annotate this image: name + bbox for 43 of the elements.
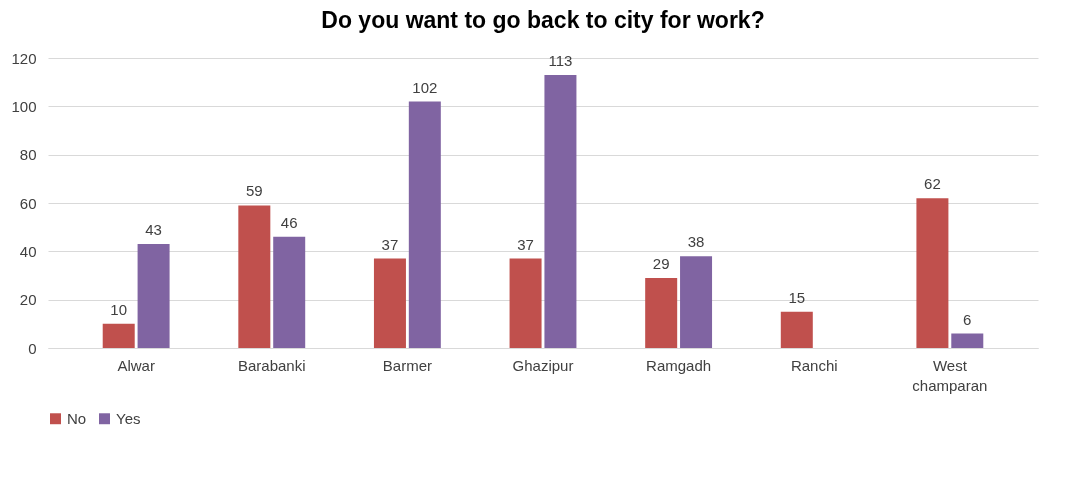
data-label: 6 <box>963 310 972 328</box>
y-tick-label: 20 <box>19 291 37 309</box>
legend-label: No <box>67 409 87 427</box>
x-tick-label: Barmer <box>382 356 432 374</box>
bar <box>509 258 542 348</box>
data-label: 15 <box>788 288 806 306</box>
x-tick-label: Ramgadh <box>646 356 712 374</box>
x-tick-label: Barabanki <box>237 356 306 374</box>
y-tick-label: 60 <box>19 194 37 212</box>
data-label: 29 <box>652 254 670 272</box>
data-label: 102 <box>412 78 438 96</box>
bar <box>273 236 306 348</box>
data-label: 43 <box>145 221 162 239</box>
data-label: 113 <box>548 51 573 69</box>
y-tick-label: 100 <box>11 97 37 115</box>
data-label: 38 <box>687 233 705 251</box>
chart-title: Do you want to go back to city for work? <box>321 7 765 33</box>
x-tick-label: Ranchi <box>790 356 838 374</box>
y-tick-label: 120 <box>11 49 37 67</box>
y-tick-label: 80 <box>19 146 37 164</box>
data-label: 37 <box>381 235 399 253</box>
data-label: 59 <box>245 182 263 200</box>
x-tick-label: Ghazipur <box>512 356 574 374</box>
data-label: 10 <box>110 300 128 318</box>
bar <box>916 198 949 348</box>
data-label: 37 <box>517 235 534 253</box>
bar <box>102 323 135 348</box>
legend-label: Yes <box>116 409 141 427</box>
bar <box>408 101 441 348</box>
data-label: 62 <box>924 175 941 193</box>
bar <box>544 74 577 348</box>
bar <box>373 258 406 348</box>
y-tick-label: 40 <box>19 242 37 260</box>
bar <box>137 244 170 348</box>
bar <box>951 333 984 348</box>
bar <box>238 205 271 348</box>
bar <box>780 311 813 348</box>
y-tick-label: 0 <box>28 339 37 357</box>
x-tick-label: West champaran <box>912 356 988 394</box>
x-tick-label: Alwar <box>117 356 155 374</box>
bar <box>645 277 678 348</box>
data-label: 46 <box>280 213 298 231</box>
bar <box>680 256 713 348</box>
